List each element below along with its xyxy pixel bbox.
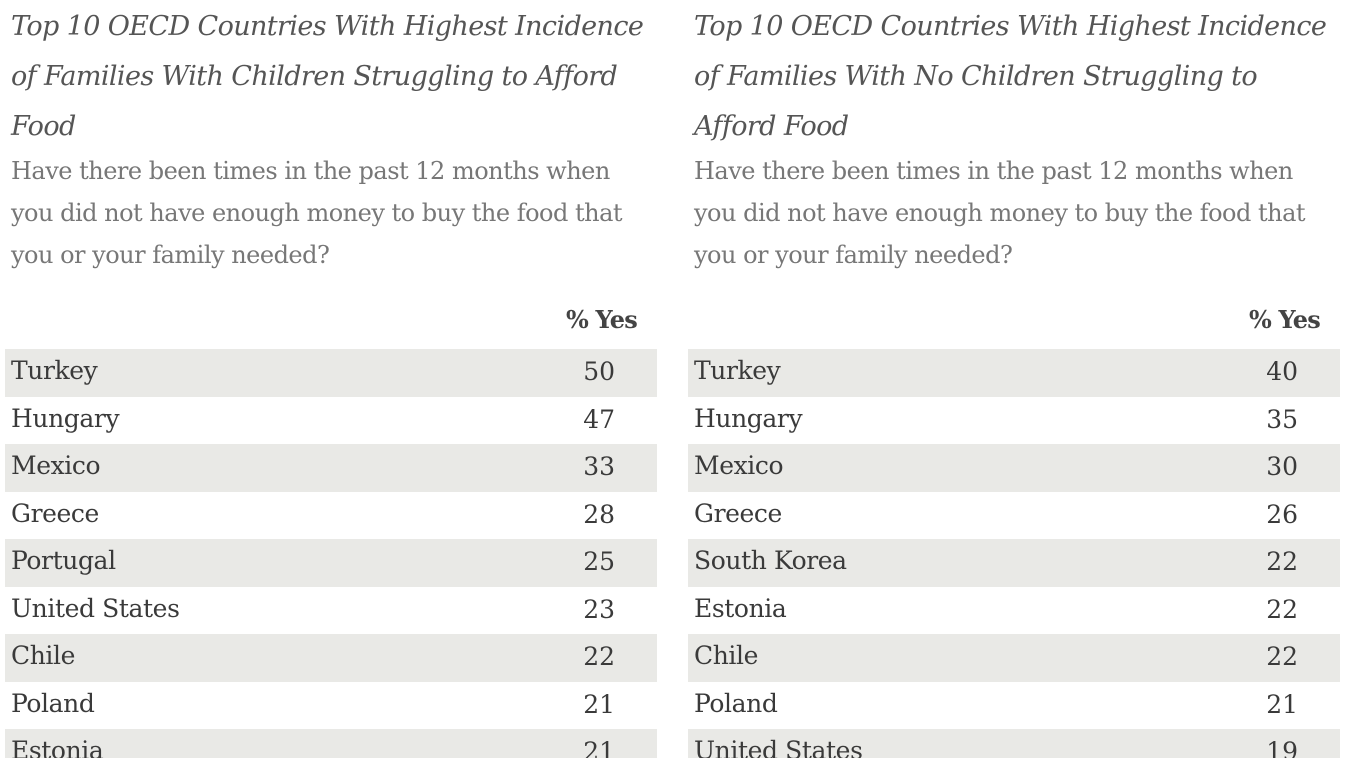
country-name: Estonia — [694, 593, 787, 623]
percent-yes-value: 22 — [1266, 594, 1298, 624]
table-title: Top 10 OECD Countries With Highest Incid… — [11, 11, 644, 142]
country-name: Mexico — [11, 451, 101, 480]
table-row: United States 19 — [688, 729, 1340, 758]
percent-yes-value: 22 — [583, 642, 615, 671]
country-name: Greece — [694, 498, 782, 528]
table-panel-families-with-children: Top 10 OECD Countries With Highest Incid… — [5, 0, 657, 758]
table-row: Greece 26 — [688, 492, 1340, 540]
table-row: Mexico 30 — [688, 444, 1340, 492]
country-name: Estonia — [11, 736, 104, 758]
column-header-percent-yes: % Yes — [1249, 305, 1321, 334]
percent-yes-value: 30 — [1266, 452, 1298, 481]
percent-yes-value: 22 — [1266, 642, 1298, 671]
table-body: Turkey 40 Hungary 35 Mexico 30 Greece 26 South K… — [688, 349, 1340, 758]
percent-yes-value: 23 — [583, 594, 615, 624]
percent-yes-value: 28 — [583, 499, 615, 529]
country-name: Poland — [11, 688, 95, 718]
percent-yes-value: 25 — [583, 547, 615, 576]
country-name: Turkey — [694, 356, 781, 385]
percent-yes-value: 33 — [583, 452, 615, 481]
percent-yes-value: 21 — [1266, 689, 1298, 719]
table-row: Mexico 33 — [5, 444, 657, 492]
table-row: Estonia 21 — [5, 729, 657, 758]
country-name: Portugal — [11, 546, 116, 575]
column-header-percent-yes: % Yes — [566, 305, 638, 334]
percent-yes-value: 21 — [583, 689, 615, 719]
table-panel-families-without-children: Top 10 OECD Countries With Highest Incid… — [688, 0, 1340, 758]
table-question: Have there been times in the past 12 mon… — [694, 157, 1306, 269]
country-name: Chile — [11, 641, 76, 670]
table-row: Turkey 50 — [5, 349, 657, 397]
table-row: Hungary 35 — [688, 397, 1340, 445]
table-row: Hungary 47 — [5, 397, 657, 445]
table-title: Top 10 OECD Countries With Highest Incid… — [694, 11, 1327, 142]
country-name: Hungary — [694, 403, 803, 433]
table-body: Turkey 50 Hungary 47 Mexico 33 Greece 28 Portuga… — [5, 349, 657, 758]
percent-yes-value: 26 — [1266, 499, 1298, 529]
country-name: Mexico — [694, 451, 784, 480]
table-row: Portugal 25 — [5, 539, 657, 587]
country-name: South Korea — [694, 546, 847, 575]
table-row: South Korea 22 — [688, 539, 1340, 587]
country-name: Poland — [694, 688, 778, 718]
percent-yes-value: 19 — [1266, 737, 1298, 758]
percent-yes-value: 40 — [1266, 357, 1298, 386]
country-name: United States — [694, 736, 863, 758]
country-name: Chile — [694, 641, 759, 670]
country-name: United States — [11, 593, 180, 623]
country-name: Greece — [11, 498, 99, 528]
percent-yes-value: 21 — [583, 737, 615, 758]
percent-yes-value: 22 — [1266, 547, 1298, 576]
table-row: Turkey 40 — [688, 349, 1340, 397]
percent-yes-value: 47 — [583, 404, 615, 434]
table-row: Chile 22 — [688, 634, 1340, 682]
percent-yes-value: 35 — [1266, 404, 1298, 434]
country-name: Hungary — [11, 403, 120, 433]
table-row: Estonia 22 — [688, 587, 1340, 635]
table-row: Chile 22 — [5, 634, 657, 682]
table-row: United States 23 — [5, 587, 657, 635]
country-name: Turkey — [11, 356, 98, 385]
table-question: Have there been times in the past 12 mon… — [11, 157, 623, 269]
table-row: Poland 21 — [5, 682, 657, 730]
table-row: Poland 21 — [688, 682, 1340, 730]
table-row: Greece 28 — [5, 492, 657, 540]
percent-yes-value: 50 — [583, 357, 615, 386]
